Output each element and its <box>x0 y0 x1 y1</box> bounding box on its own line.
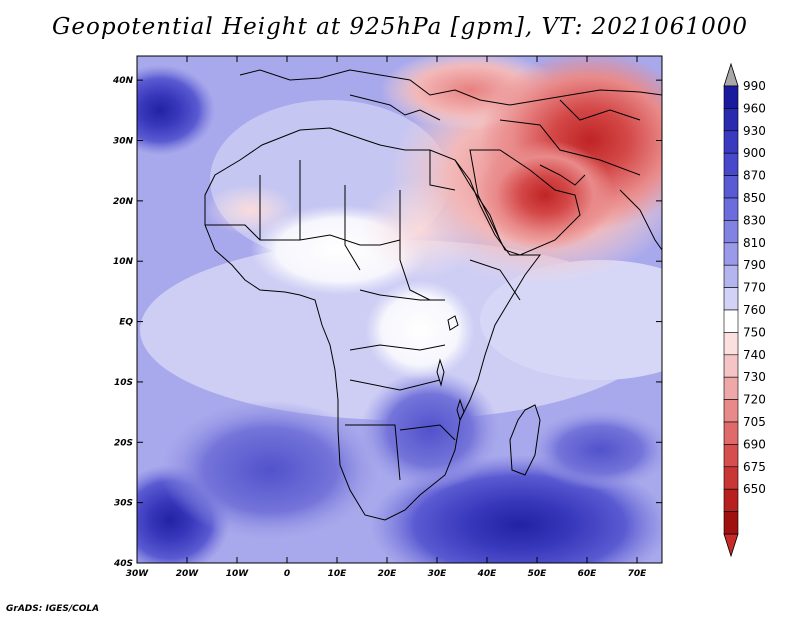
colorbar-label: 960 <box>743 101 766 115</box>
colorbar-label: 850 <box>743 191 766 205</box>
colorbar-label: 790 <box>743 258 766 272</box>
colorbar-swatch <box>723 354 739 378</box>
colorbar-label: 720 <box>743 393 766 407</box>
colorbar-swatch <box>723 444 739 468</box>
colorbar-swatch <box>723 152 739 176</box>
colorbar-label: 675 <box>743 460 766 474</box>
colorbar-swatch <box>723 332 739 356</box>
colorbar-label: 900 <box>743 146 766 160</box>
colorbar-label: 705 <box>743 415 766 429</box>
lon-label: 0 <box>284 569 290 579</box>
colorbar-label: 740 <box>743 348 766 362</box>
colorbar-swatch <box>723 376 739 400</box>
height-field <box>137 56 662 563</box>
map-frame <box>136 55 663 564</box>
colorbar-swatch <box>723 197 739 221</box>
colorbar-label: 830 <box>743 213 766 227</box>
colorbar-swatch <box>723 108 739 132</box>
lat-label: 10N <box>113 257 134 267</box>
lon-label: 40E <box>477 569 498 579</box>
colorbar-label: 690 <box>743 437 766 451</box>
colorbar-label: 770 <box>743 281 766 295</box>
lat-label: 40N <box>112 76 134 86</box>
grads-credit: GrADS: IGES/COLA <box>6 604 100 614</box>
colorbar-label: 990 <box>743 79 766 93</box>
colorbar-swatch <box>723 399 739 423</box>
colorbar-label: 870 <box>743 169 766 183</box>
lat-label: 30S <box>114 499 133 509</box>
lon-label: 30E <box>428 569 448 579</box>
lat-label: 30N <box>113 137 134 147</box>
lon-label: 10E <box>328 569 348 579</box>
lon-label: 50E <box>528 569 548 579</box>
colorbar-swatch <box>723 175 739 199</box>
lat-label: EQ <box>119 318 133 328</box>
colorbar-top-cap <box>723 62 739 87</box>
lat-label: 40S <box>113 559 133 569</box>
colorbar-bottom-cap <box>723 533 739 558</box>
colorbar: 990 960 930 900 870 850 830 810 790 770 760 750 740 7… <box>723 62 766 558</box>
lon-label: 30W <box>126 569 150 579</box>
latitude-labels: 40N 30N 20N 10N EQ 10S 20S 30S 40S <box>112 76 134 569</box>
colorbar-swatch <box>723 242 739 266</box>
colorbar-label: 760 <box>743 303 766 317</box>
colorbar-swatch <box>723 130 739 154</box>
lon-label: 20W <box>176 569 200 579</box>
colorbar-swatch <box>723 511 739 535</box>
lon-label: 60E <box>578 569 598 579</box>
lat-label: 20S <box>114 438 133 448</box>
colorbar-label: 930 <box>743 124 766 138</box>
colorbar-label: 810 <box>743 236 766 250</box>
lat-label: 20N <box>113 197 134 207</box>
coastlines <box>204 69 662 521</box>
lon-label: 10W <box>226 569 250 579</box>
colorbar-label: 750 <box>743 325 766 339</box>
colorbar-swatch <box>723 264 739 288</box>
axis-ticks <box>136 56 662 564</box>
colorbar-swatch <box>723 421 739 445</box>
map-title: Geopotential Height at 925hPa [gpm], VT:… <box>52 14 748 40</box>
colorbar-swatch <box>723 85 739 109</box>
lon-label: 20E <box>378 569 398 579</box>
colorbar-swatch <box>723 466 739 490</box>
colorbar-swatch <box>723 287 739 311</box>
colorbar-swatch <box>723 220 739 244</box>
longitude-labels: 30W 20W 10W 0 10E 20E 30E 40E 50E 60E 70E <box>126 569 647 579</box>
colorbar-label: 730 <box>743 370 766 384</box>
lon-label: 70E <box>628 569 648 579</box>
colorbar-swatch <box>723 309 739 333</box>
lat-label: 10S <box>114 378 133 388</box>
colorbar-swatch <box>723 488 739 512</box>
colorbar-label: 650 <box>743 482 766 496</box>
